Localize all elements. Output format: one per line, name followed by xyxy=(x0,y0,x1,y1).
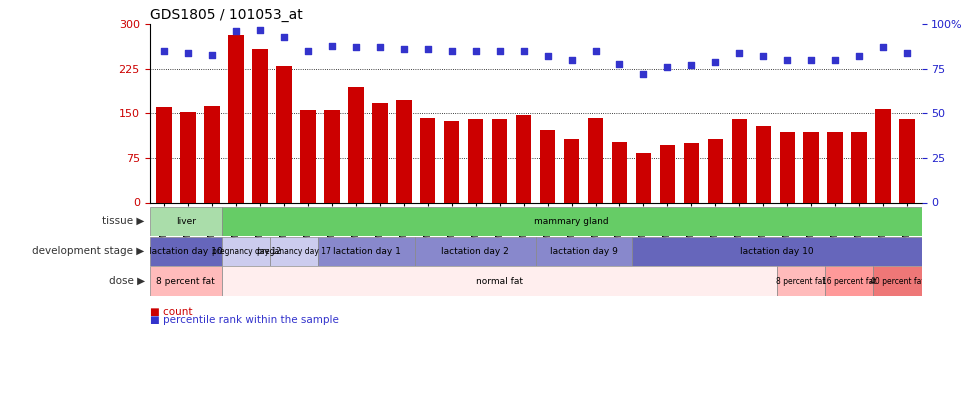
Text: 40 percent fat: 40 percent fat xyxy=(870,277,924,286)
Bar xyxy=(222,237,270,266)
Bar xyxy=(516,115,532,202)
Bar xyxy=(150,237,222,266)
Text: lactation day 10: lactation day 10 xyxy=(149,247,223,256)
Point xyxy=(899,49,915,56)
Point xyxy=(324,43,340,49)
Bar xyxy=(683,143,700,202)
Point xyxy=(444,48,459,54)
Point xyxy=(875,44,891,51)
Bar xyxy=(270,237,318,266)
Point xyxy=(396,46,411,53)
Point xyxy=(516,48,532,54)
Text: mammary gland: mammary gland xyxy=(535,217,609,226)
Bar xyxy=(324,111,340,202)
Point xyxy=(756,53,771,60)
Bar xyxy=(180,112,196,202)
Bar xyxy=(300,111,316,202)
Bar xyxy=(612,142,627,202)
Bar xyxy=(150,207,222,236)
Bar xyxy=(222,266,777,296)
Point xyxy=(564,57,579,63)
Bar xyxy=(372,103,388,202)
Bar xyxy=(564,139,579,202)
Point xyxy=(372,44,388,51)
Bar xyxy=(707,139,723,202)
Bar xyxy=(252,49,267,202)
Point xyxy=(636,71,651,77)
Text: lactation day 2: lactation day 2 xyxy=(441,247,510,256)
Text: tissue ▶: tissue ▶ xyxy=(102,216,145,226)
Bar xyxy=(804,132,819,202)
Text: lactation day 10: lactation day 10 xyxy=(740,247,813,256)
Bar xyxy=(899,119,915,202)
Point xyxy=(276,34,291,40)
Bar xyxy=(205,106,220,202)
Point xyxy=(731,49,747,56)
Text: dose ▶: dose ▶ xyxy=(109,276,145,286)
Bar xyxy=(396,100,411,202)
Bar xyxy=(777,266,825,296)
Point xyxy=(660,64,676,70)
Bar xyxy=(156,107,172,202)
Point xyxy=(228,28,243,35)
Bar xyxy=(276,66,291,202)
Point xyxy=(851,53,867,60)
Text: normal fat: normal fat xyxy=(476,277,523,286)
Bar xyxy=(632,237,922,266)
Bar xyxy=(875,109,891,202)
Text: development stage ▶: development stage ▶ xyxy=(33,246,145,256)
Bar xyxy=(851,132,867,202)
Point xyxy=(828,57,843,63)
Bar xyxy=(873,266,922,296)
Text: liver: liver xyxy=(176,217,196,226)
Text: preganancy day 17: preganancy day 17 xyxy=(258,247,331,256)
Point xyxy=(683,62,699,68)
Point xyxy=(612,60,627,67)
Bar xyxy=(588,117,603,202)
Bar xyxy=(636,153,651,202)
Text: pregnancy day 12: pregnancy day 12 xyxy=(211,247,281,256)
Text: GDS1805 / 101053_at: GDS1805 / 101053_at xyxy=(150,8,302,22)
Bar xyxy=(825,266,873,296)
Bar xyxy=(318,237,415,266)
Bar xyxy=(539,130,555,202)
Bar xyxy=(415,237,536,266)
Bar xyxy=(420,117,435,202)
Bar xyxy=(756,126,771,202)
Bar xyxy=(731,119,747,202)
Bar xyxy=(468,119,483,202)
Text: lactation day 9: lactation day 9 xyxy=(550,247,618,256)
Text: 16 percent fat: 16 percent fat xyxy=(822,277,876,286)
Text: 8 percent fat: 8 percent fat xyxy=(776,277,826,286)
Point xyxy=(588,48,603,54)
Bar xyxy=(536,237,632,266)
Text: ■ count: ■ count xyxy=(150,307,192,317)
Bar xyxy=(660,145,676,202)
Point xyxy=(348,44,364,51)
Point xyxy=(539,53,555,60)
Point xyxy=(707,58,723,65)
Bar xyxy=(827,132,843,202)
Bar xyxy=(348,87,364,202)
Point xyxy=(780,57,795,63)
Bar xyxy=(150,266,222,296)
Bar xyxy=(780,132,795,202)
Bar xyxy=(492,119,508,202)
Point xyxy=(804,57,819,63)
Point xyxy=(180,49,196,56)
Point xyxy=(252,26,267,33)
Text: ■ percentile rank within the sample: ■ percentile rank within the sample xyxy=(150,315,339,325)
Text: lactation day 1: lactation day 1 xyxy=(333,247,400,256)
Bar xyxy=(444,121,459,202)
Text: 8 percent fat: 8 percent fat xyxy=(156,277,215,286)
Bar xyxy=(228,35,244,202)
Point xyxy=(468,48,483,54)
Point xyxy=(420,46,435,53)
Point xyxy=(205,51,220,58)
Point xyxy=(300,48,316,54)
Point xyxy=(492,48,508,54)
Point xyxy=(156,48,172,54)
